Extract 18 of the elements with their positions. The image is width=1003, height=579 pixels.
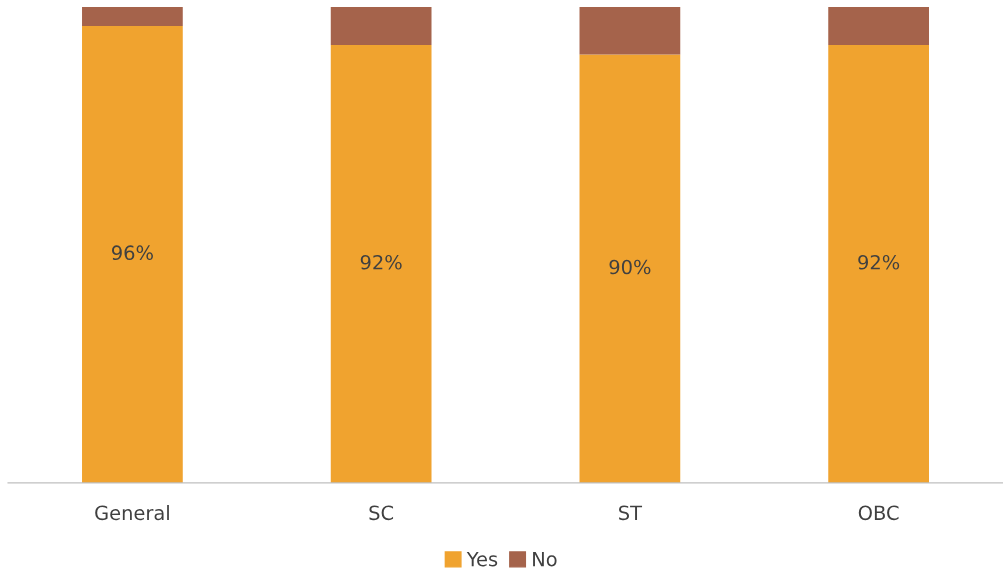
bar <box>330 6 432 46</box>
x-tick-label: SC <box>369 505 394 521</box>
bar <box>330 45 432 483</box>
bar <box>579 6 681 55</box>
x-tick-label: General <box>95 505 169 521</box>
data-label: 96% <box>112 245 153 261</box>
data-label: 92% <box>360 254 402 270</box>
x-tick-label: ST <box>619 505 643 521</box>
bar <box>828 6 929 46</box>
data-label: 90% <box>609 259 651 275</box>
bar <box>82 6 183 26</box>
bar <box>82 25 183 483</box>
bar <box>579 54 681 483</box>
legend-label: Yes <box>466 551 498 567</box>
legend-label: No <box>533 551 557 567</box>
data-label: 92% <box>858 254 900 270</box>
x-tick-label: OBC <box>858 505 899 521</box>
bar <box>828 45 929 483</box>
